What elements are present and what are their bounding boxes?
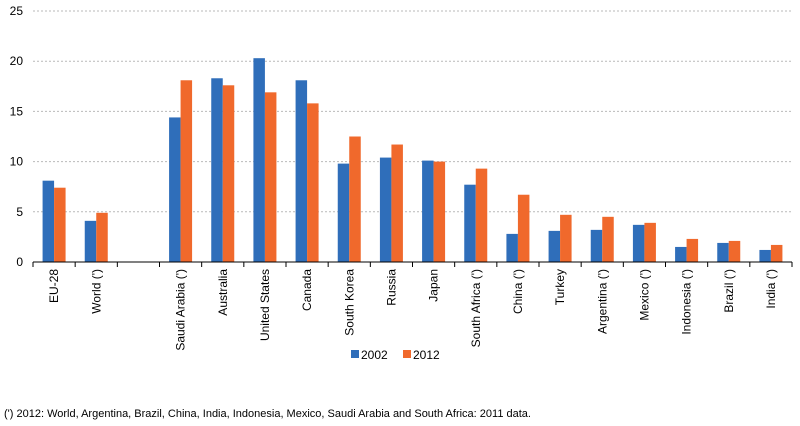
bar-2012	[180, 80, 193, 262]
y-tick-label: 0	[16, 255, 23, 269]
bar-2012	[517, 194, 530, 262]
bar-2002	[169, 117, 181, 262]
bar-2002	[337, 163, 350, 262]
legend-swatch-2002	[351, 350, 359, 358]
x-axis-ticks	[32, 262, 793, 267]
bar-2002	[759, 249, 771, 262]
bar-2012	[307, 103, 319, 262]
y-axis-tick-labels: 0 5 10 15 20 25	[10, 4, 24, 269]
category-label: Canada	[300, 269, 314, 311]
legend-label: 2012	[413, 348, 440, 362]
category-label: Saudi Arabia (')	[174, 269, 188, 351]
bars	[42, 58, 783, 263]
category-label: Mexico (')	[637, 269, 651, 321]
bar-2002	[717, 242, 729, 262]
category-label: Russia	[384, 269, 398, 306]
y-tick-label: 25	[10, 4, 24, 18]
bar-2002	[379, 157, 392, 262]
bar-2012	[54, 187, 66, 262]
legend: 2002 2012	[351, 348, 440, 362]
legend-swatch-2012	[403, 350, 411, 358]
x-axis-category-labels: EU-28 World (') Saudi Arabia (') Australia U…	[47, 269, 778, 351]
y-tick-label: 5	[16, 205, 23, 219]
bar-2012	[222, 85, 235, 263]
gridlines	[33, 10, 792, 213]
category-label: Brazil (')	[722, 269, 736, 313]
category-label: Turkey	[553, 269, 567, 305]
bar-2012	[433, 161, 446, 262]
bar-2002	[506, 233, 518, 262]
bar-2012	[560, 214, 572, 262]
bar-2012	[475, 168, 488, 262]
bar-2002	[590, 229, 603, 262]
category-label: United States	[258, 269, 272, 341]
bar-2002	[422, 160, 434, 262]
bar-2012	[349, 136, 361, 262]
bar-2012	[602, 216, 614, 262]
bar-2012	[96, 212, 108, 262]
bar-2002	[548, 230, 561, 262]
y-tick-label: 10	[10, 155, 24, 169]
category-label: India (')	[764, 269, 778, 309]
category-label: Indonesia (')	[680, 269, 694, 335]
legend-label: 2002	[361, 348, 388, 362]
category-label: EU-28	[47, 269, 61, 303]
bar-2002	[84, 220, 97, 262]
footnote: (') 2012: World, Argentina, Brazil, Chin…	[4, 408, 531, 420]
y-tick-label: 20	[10, 54, 24, 68]
category-label: Australia	[216, 269, 230, 316]
bar-2012	[391, 144, 403, 262]
bar-2002	[632, 224, 645, 262]
bar-2012	[728, 240, 741, 262]
bar-2002	[675, 246, 687, 262]
category-label: South Korea	[342, 269, 356, 336]
bar-2012	[644, 222, 656, 262]
category-label: Argentina (')	[595, 269, 609, 334]
bar-2002	[253, 58, 265, 262]
y-tick-label: 15	[10, 104, 24, 118]
bar-2012	[770, 244, 783, 262]
bar-2002	[42, 180, 55, 262]
category-label: World (')	[89, 269, 103, 314]
category-label: China (')	[511, 269, 525, 314]
category-label: Japan	[427, 269, 441, 302]
bar-2012	[686, 238, 699, 262]
bar-2002	[464, 184, 476, 262]
bar-2002	[295, 80, 308, 262]
bar-2002	[211, 78, 223, 262]
bar-chart: 0 5 10 15 20 25 EU-28 World (') Saudi Arabia ('…	[10, 4, 793, 362]
bar-2012	[264, 92, 277, 262]
category-label: South Africa (')	[469, 269, 483, 347]
